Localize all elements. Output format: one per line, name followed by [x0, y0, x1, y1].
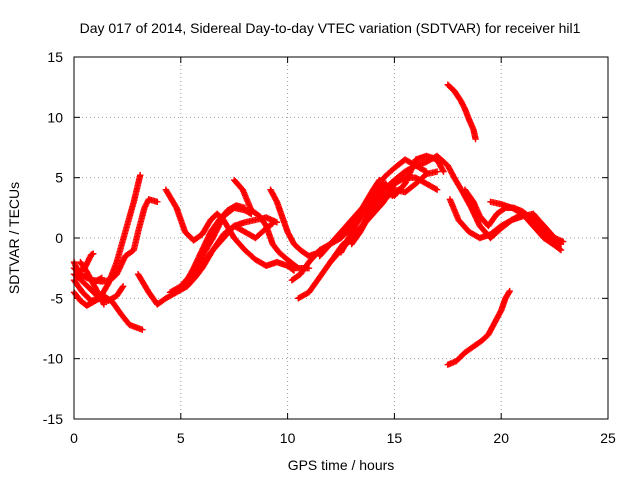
x-tick-label: 20: [493, 430, 509, 446]
data-point: [440, 168, 447, 175]
series-trace-7: [90, 196, 161, 285]
series-trace-22: [444, 81, 479, 143]
data-point: [557, 246, 565, 254]
y-tick-label: 0: [55, 230, 63, 246]
series-trace-26: [487, 198, 565, 248]
data-point: [269, 220, 276, 227]
data-point: [395, 186, 402, 193]
series-trace-24: [451, 174, 565, 254]
y-tick-label: -5: [51, 290, 64, 306]
data-point: [119, 284, 126, 291]
y-tick-label: 10: [47, 109, 63, 125]
data-points: [70, 81, 567, 368]
data-point: [99, 299, 107, 307]
y-tick-label: 15: [47, 49, 63, 65]
data-point: [506, 287, 513, 295]
chart-title: Day 017 of 2014, Sidereal Day-to-day VTE…: [80, 20, 581, 36]
plot-frame: [73, 56, 609, 420]
data-point: [119, 283, 127, 290]
data-point: [273, 219, 281, 226]
y-tick-label: 5: [55, 170, 63, 186]
series-trace-21: [348, 191, 394, 248]
data-point: [386, 191, 394, 198]
data-point: [290, 267, 298, 274]
x-tick-label: 25: [600, 430, 616, 446]
data-point: [472, 135, 479, 143]
data-point: [556, 246, 564, 253]
x-tick-label: 0: [70, 430, 78, 446]
x-axis-label: GPS time / hours: [288, 457, 395, 473]
data-point: [385, 192, 393, 199]
data-point: [433, 186, 441, 193]
data-point: [154, 198, 161, 205]
series-trace-13: [231, 176, 313, 272]
data-point: [505, 289, 513, 296]
data-point: [439, 167, 447, 174]
data-point: [100, 301, 108, 308]
data-point: [432, 185, 439, 193]
y-axis-label: SDTVAR / TECUs: [6, 182, 22, 294]
series-trace-11: [177, 220, 276, 292]
data-point: [433, 168, 441, 175]
y-tick-label: -10: [43, 351, 63, 367]
x-tick-label: 10: [280, 430, 296, 446]
data-point: [268, 221, 275, 228]
series-trace-27: [444, 287, 513, 368]
x-tick-label: 15: [387, 430, 403, 446]
data-point: [421, 167, 429, 175]
data-point: [137, 172, 144, 179]
series-trace-2: [70, 289, 146, 333]
data-point: [289, 266, 297, 273]
data-point: [557, 240, 565, 248]
data-point: [556, 239, 564, 247]
data-point: [90, 250, 97, 257]
y-tick-label: -15: [43, 411, 63, 427]
data-point: [394, 187, 401, 194]
x-tick-label: 5: [177, 430, 185, 446]
data-point: [423, 168, 430, 175]
data-point: [139, 326, 146, 333]
